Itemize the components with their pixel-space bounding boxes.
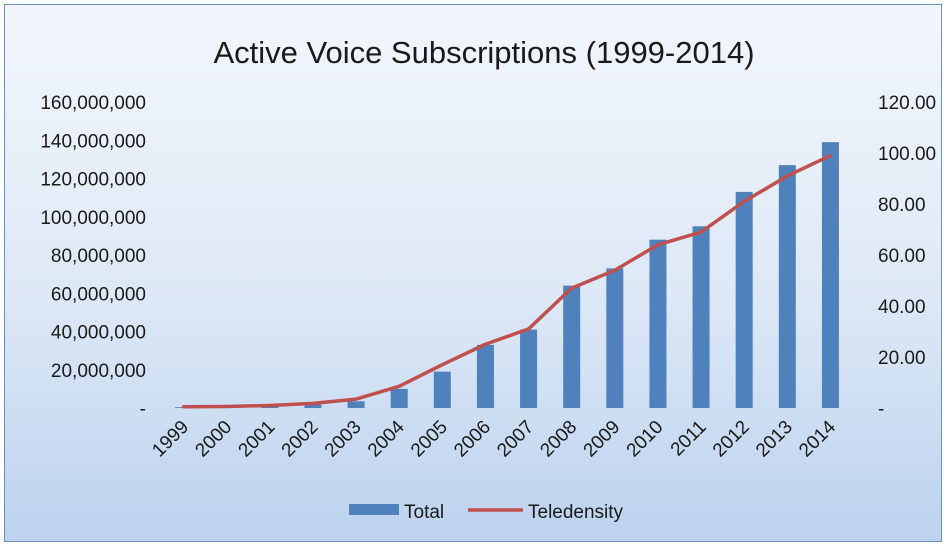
bar xyxy=(520,329,538,408)
legend: Total Teledensity xyxy=(349,502,624,523)
line-series xyxy=(181,153,833,409)
bar xyxy=(649,239,667,408)
x-tick-label: 2013 xyxy=(752,417,797,462)
legend-label-teledensity: Teledensity xyxy=(528,502,624,523)
y-left-tick-label: 20,000,000 xyxy=(51,361,146,382)
bar xyxy=(821,142,839,408)
y-right-tick-label: 40.00 xyxy=(878,297,926,318)
bar xyxy=(778,165,796,408)
y-right-tick-label: 20.00 xyxy=(878,348,926,369)
y-left-tick-label: 140,000,000 xyxy=(40,131,146,152)
y-left-tick-label: - xyxy=(140,399,146,420)
y-left-tick-label: 160,000,000 xyxy=(40,93,146,114)
x-tick-label: 2001 xyxy=(235,417,280,462)
bar xyxy=(692,226,710,408)
bar xyxy=(433,371,451,408)
x-axis: 1999200020012002200320042005200620072008… xyxy=(148,416,840,461)
bar xyxy=(476,344,494,408)
bar xyxy=(347,401,365,408)
x-tick-label: 2002 xyxy=(278,417,323,462)
x-tick-label: 2006 xyxy=(450,417,495,462)
bar xyxy=(735,191,753,408)
bar xyxy=(390,388,408,408)
x-tick-label: 2003 xyxy=(321,417,366,462)
x-tick-label: 2012 xyxy=(709,417,754,462)
left-axis: - 20,000,000 40,000,000 60,000,000 80,000,00… xyxy=(40,93,146,420)
y-left-tick-label: 80,000,000 xyxy=(51,246,146,267)
y-right-tick-label: 60.00 xyxy=(878,246,926,267)
x-tick-label: 2005 xyxy=(407,417,452,462)
y-left-tick-label: 40,000,000 xyxy=(51,323,146,344)
x-tick-label: 2004 xyxy=(364,416,409,461)
y-right-tick-label: 120.00 xyxy=(878,93,936,114)
x-tick-label: 2011 xyxy=(667,417,711,461)
x-tick-label: 1999 xyxy=(148,417,193,462)
legend-swatch-total xyxy=(349,504,399,515)
bar-series xyxy=(175,142,839,408)
x-tick-label: 2008 xyxy=(536,417,581,462)
y-left-tick-label: 100,000,000 xyxy=(40,208,146,229)
x-tick-label: 2014 xyxy=(795,416,840,461)
bar xyxy=(606,268,624,408)
legend-label-total: Total xyxy=(404,502,444,523)
x-tick-label: 2010 xyxy=(623,417,668,462)
x-tick-label: 2000 xyxy=(191,417,236,462)
x-tick-label: 2007 xyxy=(493,417,538,462)
y-left-tick-label: 120,000,000 xyxy=(40,170,146,191)
y-left-tick-label: 60,000,000 xyxy=(51,284,146,305)
chart-title: Active Voice Subscriptions (1999-2014) xyxy=(213,35,754,70)
bar xyxy=(563,285,581,408)
teledensity-line xyxy=(181,153,833,409)
right-axis: - 20.00 40.00 60.00 80.00 100.00 120.00 xyxy=(878,93,936,420)
y-right-tick-label: 80.00 xyxy=(878,195,926,216)
x-tick-label: 2009 xyxy=(580,417,625,462)
bar xyxy=(304,404,322,408)
y-right-tick-label: - xyxy=(878,399,884,420)
y-right-tick-label: 100.00 xyxy=(878,144,936,165)
